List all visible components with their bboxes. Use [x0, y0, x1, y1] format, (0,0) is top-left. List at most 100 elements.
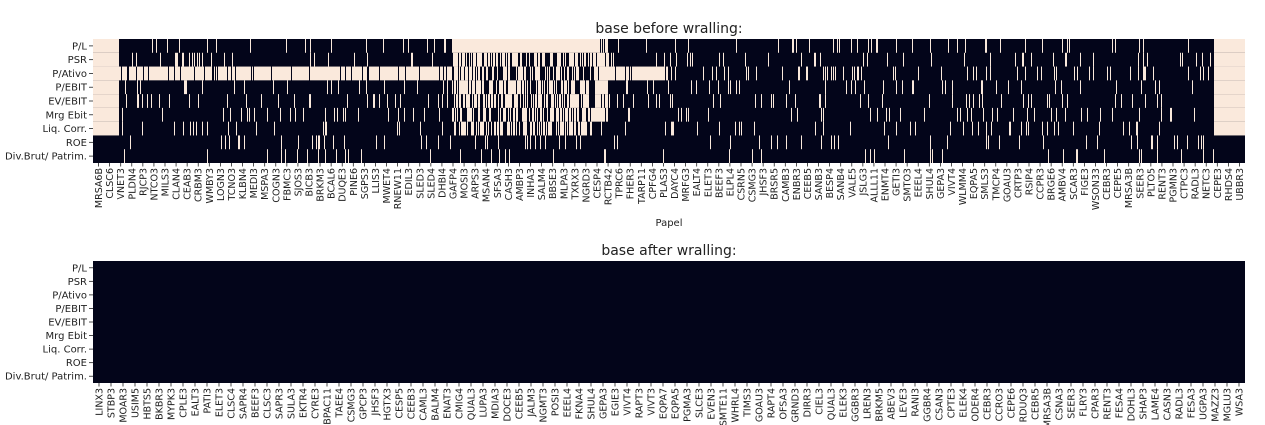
missing-cell — [227, 94, 228, 108]
missing-cell — [606, 52, 609, 67]
column-label: PLAS3 — [659, 168, 670, 198]
column-label: MSPA3 — [260, 168, 271, 200]
missing-cell — [169, 66, 174, 81]
missing-cell — [992, 107, 993, 122]
missing-cell — [671, 66, 672, 81]
missing-cell — [754, 121, 755, 136]
column-label: MEDI3 — [249, 168, 260, 198]
missing-cell — [142, 94, 143, 108]
column-label: EEEL4 — [914, 168, 925, 197]
missing-cell — [303, 107, 304, 122]
missing-cell — [626, 66, 629, 81]
missing-cell — [522, 80, 524, 95]
column-label: CLSC6 — [105, 168, 116, 199]
column-label: SFSA3 — [493, 168, 504, 198]
column-label: EVEN3 — [707, 388, 718, 420]
missing-cell — [560, 121, 564, 136]
missing-cell — [438, 135, 439, 150]
missing-cell — [656, 52, 657, 67]
missing-cell — [547, 66, 548, 81]
missing-cell — [467, 107, 472, 122]
column-label: CRTP3 — [1013, 168, 1024, 198]
missing-cell — [500, 107, 501, 122]
column-label: DAYC4 — [670, 168, 681, 199]
missing-cell — [823, 121, 824, 136]
missing-cell — [475, 135, 476, 150]
missing-cell — [801, 52, 802, 67]
column-label: CEPE3 — [1213, 168, 1224, 198]
column-label: GETI3 — [892, 168, 903, 196]
missing-cell — [324, 135, 325, 150]
missing-cell — [870, 149, 871, 163]
missing-cell — [399, 66, 405, 81]
column-label: EALT4 — [692, 168, 703, 196]
missing-cell — [1194, 107, 1195, 122]
missing-cell — [482, 66, 484, 81]
missing-cell — [328, 52, 329, 67]
missing-cell — [868, 94, 869, 108]
column-label: RAPT3 — [635, 388, 646, 418]
column-label: PATI3 — [203, 388, 214, 414]
column-label: SAPR3 — [275, 388, 286, 419]
missing-cell — [798, 66, 800, 81]
missing-cell — [833, 66, 834, 81]
missing-cell — [549, 80, 553, 95]
column-label: GEPA3 — [599, 388, 610, 419]
missing-cell — [1008, 80, 1009, 95]
missing-cell — [575, 52, 578, 67]
missing-cell — [678, 107, 679, 122]
missing-cell — [687, 52, 688, 67]
column-label: SMTE11 — [719, 388, 730, 425]
column-label: SLCE3 — [695, 388, 706, 418]
missing-cell — [400, 94, 401, 108]
missing-cell — [839, 39, 840, 53]
missing-cell — [183, 121, 184, 136]
missing-cell — [567, 121, 568, 136]
column-label: SCAR3 — [1069, 168, 1080, 200]
missing-cell — [229, 135, 230, 150]
missing-cell — [488, 94, 490, 108]
missing-cell — [489, 107, 491, 122]
missing-cell — [979, 94, 980, 108]
missing-cell — [981, 80, 983, 95]
column-label: BRKM5 — [875, 388, 886, 422]
missing-cell — [267, 107, 268, 122]
missing-cell — [345, 149, 346, 163]
missing-cell — [467, 121, 468, 136]
missing-cell — [820, 52, 821, 67]
missing-cell — [236, 66, 251, 81]
missing-cell — [538, 80, 541, 95]
missing-cell — [675, 66, 676, 81]
missing-cell — [1115, 39, 1116, 53]
column-label: UBBR3 — [1235, 168, 1246, 201]
missing-cell — [739, 80, 740, 95]
column-label: CAML3 — [419, 388, 430, 421]
missing-cell — [846, 80, 847, 95]
column-label: RAPT4 — [767, 388, 778, 418]
missing-cell — [325, 149, 326, 163]
column-label: CMIG4 — [455, 388, 466, 419]
missing-cell — [648, 94, 649, 108]
missing-cell — [169, 94, 170, 108]
missing-cell — [543, 121, 545, 136]
missing-cell — [281, 149, 282, 163]
column-label: MRSA3B — [1043, 388, 1054, 425]
after-column-labels: LINX3 STBP3 MOAR3 USIM5 HBTS5 BKBR3 MYPK3 CPLE3… — [95, 383, 1246, 425]
missing-cell — [1192, 80, 1193, 95]
missing-cell — [420, 121, 421, 136]
missing-cell — [1017, 66, 1018, 81]
column-label: CAMB3 — [781, 168, 792, 202]
missing-cell — [333, 135, 334, 150]
missing-cell — [281, 135, 282, 150]
column-label: SJOS3 — [293, 168, 304, 196]
missing-cell — [496, 52, 498, 67]
missing-cell — [1203, 66, 1204, 81]
missing-cell — [630, 66, 631, 81]
missing-cell — [929, 94, 930, 108]
column-label: ENAT3 — [443, 388, 454, 419]
missing-cell — [1161, 94, 1162, 108]
column-label: MYPK3 — [167, 388, 178, 420]
missing-cell — [491, 121, 492, 136]
missing-cell — [93, 66, 121, 81]
missing-cell — [518, 66, 523, 81]
